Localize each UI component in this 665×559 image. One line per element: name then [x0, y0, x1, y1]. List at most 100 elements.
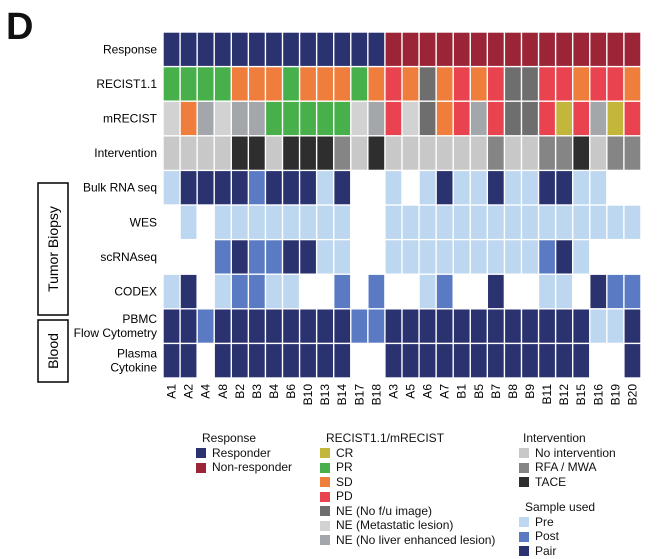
column-label: B9 [523, 384, 537, 399]
heatmap-cell [266, 344, 282, 378]
tumor-biopsy-bracket [37, 182, 69, 316]
heatmap-cell [300, 171, 316, 205]
heatmap-cell [470, 309, 487, 343]
heatmap-cell [283, 274, 299, 309]
heatmap-cell [266, 67, 282, 101]
heatmap-cell [488, 67, 504, 101]
legend-swatch [519, 531, 529, 542]
heatmap-cell [249, 240, 265, 274]
heatmap-cell [607, 274, 624, 309]
heatmap-cell [351, 274, 368, 309]
heatmap-cell [488, 274, 504, 309]
tumor-biopsy-label: Tumor Biopsy [45, 206, 61, 292]
heatmap-cell [266, 101, 282, 136]
heatmap-cell [163, 32, 180, 66]
heatmap-cell [317, 32, 333, 66]
legend-item: NE (No liver enhanced lesion) [320, 533, 495, 548]
heatmap-cell [180, 67, 197, 101]
heatmap-cell [197, 309, 214, 343]
column-label: B16 [591, 384, 605, 406]
heatmap-cell [419, 205, 436, 239]
heatmap-cell [368, 274, 385, 309]
heatmap-cell [419, 274, 436, 309]
heatmap-cell [488, 171, 504, 205]
heatmap-cell [266, 205, 282, 239]
heatmap-cell [385, 136, 402, 170]
legend-item: PD [320, 489, 495, 505]
row-label: RECIST1.1 [96, 77, 157, 91]
heatmap-cell [453, 240, 470, 274]
heatmap-cell [539, 274, 555, 309]
heatmap-cell [368, 171, 385, 205]
heatmap-cell [249, 101, 265, 136]
heatmap-cell [470, 171, 487, 205]
legend-intervention: Intervention No intervention RFA / MWA TAC… [519, 431, 616, 490]
heatmap-cell [624, 274, 641, 309]
row-label: CODEX [114, 285, 157, 299]
heatmap-cell [505, 171, 521, 205]
heatmap-cell [180, 240, 197, 274]
heatmap-cell [573, 171, 590, 205]
heatmap-cell [470, 136, 487, 170]
heatmap-cell [249, 67, 265, 101]
heatmap-cell [334, 171, 351, 205]
legend-item: RFA / MWA [519, 460, 616, 476]
heatmap-cell [402, 205, 419, 239]
heatmap-cell [402, 309, 419, 343]
heatmap-cell [368, 240, 385, 274]
heatmap-cell [556, 274, 572, 309]
heatmap-cell [522, 240, 538, 274]
heatmap-cell [402, 240, 419, 274]
heatmap-cell [317, 344, 333, 378]
heatmap-cell [590, 101, 607, 136]
blood-bracket [37, 319, 69, 383]
legend-item: Responder [196, 446, 292, 461]
heatmap-cell [453, 136, 470, 170]
column-label: B20 [625, 384, 639, 406]
heatmap-cell [351, 136, 368, 170]
legend-swatch [320, 477, 330, 488]
legend-swatch [320, 491, 330, 502]
legend-label: RFA / MWA [535, 460, 597, 475]
row-label: scRNAseq [100, 250, 157, 264]
heatmap-cell [163, 101, 180, 136]
heatmap-cell [214, 274, 231, 309]
heatmap-cell [163, 205, 180, 239]
heatmap-cell [488, 240, 504, 274]
heatmap-cell [402, 171, 419, 205]
column-label: B13 [318, 384, 332, 406]
heatmap-cell [249, 136, 265, 170]
heatmap-cell [385, 205, 402, 239]
heatmap-cell [266, 136, 282, 170]
heatmap-cell [402, 101, 419, 136]
heatmap-cell [180, 171, 197, 205]
heatmap-cell [385, 67, 402, 101]
heatmap-cell [402, 136, 419, 170]
heatmap-cell [453, 344, 470, 378]
heatmap-cell [317, 309, 333, 343]
blood-label: Blood [45, 333, 61, 369]
row-label: Bulk RNA seq [83, 181, 157, 195]
heatmap-cell [556, 32, 572, 66]
heatmap-cell [385, 344, 402, 378]
legend-response-title: Response [202, 431, 257, 445]
heatmap-cell [590, 309, 607, 343]
heatmap-cell [231, 136, 248, 170]
heatmap-cell [402, 344, 419, 378]
heatmap-cell [300, 309, 316, 343]
row-label: WES [130, 215, 157, 229]
heatmap-cell [197, 344, 214, 378]
row-labels: Response RECIST1.1 mRECIST Intervention Bulk… [74, 42, 158, 374]
heatmap-cell [488, 344, 504, 378]
legend-swatch [519, 448, 529, 459]
legend-swatch [320, 520, 330, 531]
heatmap-cell [317, 67, 333, 101]
heatmap-cell [214, 101, 231, 136]
heatmap-cell [590, 32, 607, 66]
legend-label: NE (No liver enhanced lesion) [336, 532, 496, 547]
heatmap-cell [607, 136, 624, 170]
heatmap-cell [624, 32, 641, 66]
heatmap-cell [334, 67, 351, 101]
heatmap-cell [539, 205, 555, 239]
heatmap-cell [368, 136, 385, 170]
